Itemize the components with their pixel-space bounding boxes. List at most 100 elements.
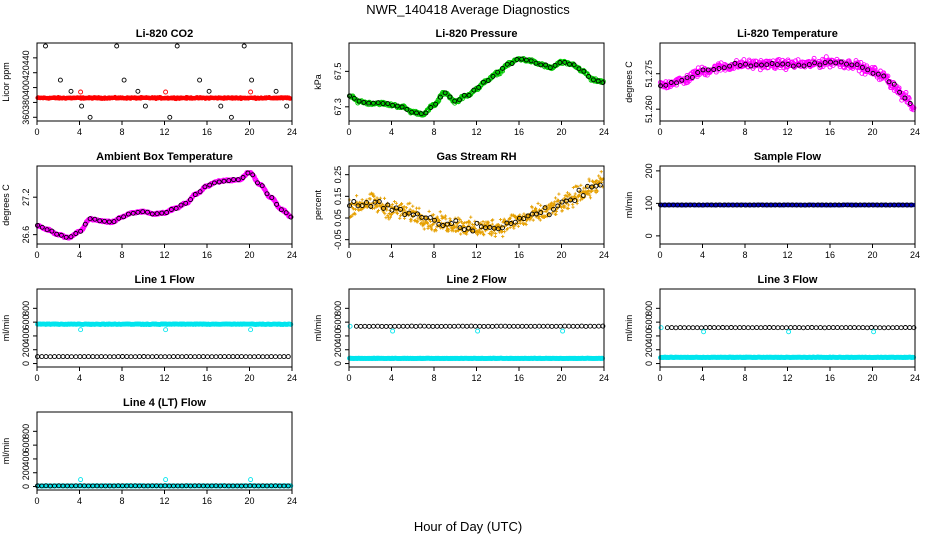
data-point — [890, 325, 896, 331]
x-tick-label: 20 — [556, 250, 566, 260]
data-point — [501, 234, 505, 239]
x-tick-label: 20 — [867, 127, 877, 137]
figure-xlabel: Hour of Day (UTC) — [414, 519, 522, 534]
data-point — [98, 354, 104, 360]
data-point — [459, 232, 463, 236]
x-axis: 0 4 8 12 16 20 24 — [34, 244, 297, 260]
data-point — [826, 325, 832, 331]
x-tick-label: 12 — [159, 373, 169, 383]
data-point — [724, 325, 730, 331]
data-point — [498, 323, 504, 329]
y-tick-label: 0.25 — [333, 166, 343, 184]
data-point — [553, 323, 559, 329]
data-point — [163, 89, 169, 95]
data-point — [434, 323, 440, 329]
data-point — [452, 98, 458, 104]
data-point — [47, 354, 53, 360]
data-point — [758, 325, 764, 331]
data-point — [183, 354, 189, 360]
data-point — [498, 217, 503, 222]
data-point — [792, 325, 798, 331]
data-point — [571, 205, 575, 209]
data-point — [390, 102, 396, 108]
data-point — [506, 323, 512, 329]
data-point — [583, 323, 589, 329]
data-point — [591, 323, 597, 329]
data-point — [877, 325, 883, 331]
data-point — [114, 43, 120, 49]
data-point — [455, 323, 461, 329]
y-tick-label: 0 — [21, 361, 31, 366]
data-point — [361, 99, 367, 105]
data-point — [174, 43, 180, 49]
data-point — [754, 325, 760, 331]
data-point — [404, 106, 410, 112]
x-tick-label: 8 — [119, 250, 124, 260]
y-tick-label: 800 — [644, 301, 654, 316]
data-point — [241, 43, 247, 49]
data-point — [557, 323, 563, 329]
data-point — [103, 354, 108, 360]
data-point — [783, 325, 789, 331]
series-ambient-co2-highlights — [78, 89, 254, 95]
data-point — [500, 225, 505, 231]
data-point — [247, 354, 253, 360]
x-tick-label: 20 — [867, 373, 877, 383]
data-point — [132, 354, 138, 360]
data-point — [284, 103, 290, 109]
data-point — [135, 88, 141, 94]
panel-title: Gas Stream RH — [436, 151, 516, 163]
x-tick-label: 4 — [389, 250, 394, 260]
data-point — [390, 328, 396, 334]
y-tick-label: 380 — [21, 95, 31, 110]
x-tick-label: 4 — [700, 373, 705, 383]
data-point — [413, 323, 419, 329]
data-point — [392, 323, 398, 329]
data-point — [495, 69, 501, 75]
x-tick-label: 12 — [471, 373, 481, 383]
data-point — [409, 323, 415, 329]
x-tick-label: 12 — [159, 127, 169, 137]
x-tick-label: 8 — [742, 373, 747, 383]
data-point — [79, 103, 85, 109]
data-point — [864, 325, 870, 331]
data-point — [503, 230, 507, 234]
data-point — [552, 62, 558, 68]
data-point — [73, 354, 79, 360]
data-point — [128, 354, 134, 360]
y-axis-label: Licor ppm — [1, 62, 11, 102]
y-tick-label: 800 — [333, 301, 343, 316]
data-point — [366, 100, 372, 106]
x-tick-label: 0 — [346, 127, 351, 137]
data-point — [57, 77, 63, 83]
data-point — [154, 354, 159, 360]
data-point — [115, 354, 121, 360]
data-point — [256, 354, 261, 360]
data-point — [457, 97, 462, 103]
data-points — [347, 323, 606, 362]
x-tick-label: 4 — [77, 373, 82, 383]
y-tick-label: 27.2 — [21, 188, 31, 206]
data-points — [35, 43, 293, 120]
data-point — [868, 325, 874, 330]
x-tick-label: 12 — [782, 127, 792, 137]
series-line-1-dips — [78, 327, 254, 333]
data-point — [460, 323, 466, 329]
x-tick-label: 12 — [159, 250, 169, 260]
data-point — [677, 325, 683, 331]
data-point — [796, 325, 802, 331]
data-point — [502, 323, 508, 329]
x-tick-label: 24 — [599, 250, 609, 260]
data-point — [414, 110, 419, 116]
x-tick-label: 0 — [657, 127, 662, 137]
data-point — [248, 327, 254, 333]
data-point — [423, 110, 429, 116]
y-axis-label: degrees C — [624, 61, 634, 103]
data-point — [538, 62, 544, 68]
data-point — [481, 323, 487, 329]
